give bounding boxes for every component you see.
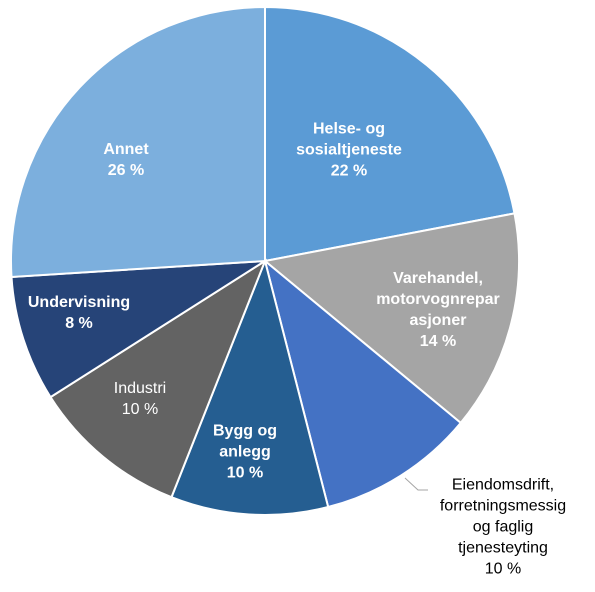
value-label: 8 % <box>65 315 93 332</box>
value-label: 14 % <box>419 333 457 350</box>
pie-slice <box>262 212 520 425</box>
pie-slice <box>49 258 268 499</box>
category-label: Industri <box>113 380 167 397</box>
slice-label: Eiendomsdrift, forretningsmessig og fagl… <box>433 475 573 580</box>
slice-label: Undervisning 8 % <box>19 292 139 334</box>
leader-line <box>404 477 428 491</box>
slice-label: Varehandel, motorvognreparasjoner 14 % <box>373 268 503 352</box>
slice-label: Industri 10 % <box>95 378 185 420</box>
category-label: Bygg og anlegg <box>213 422 277 461</box>
value-label: 26 % <box>107 162 145 179</box>
pie-slice <box>10 260 266 399</box>
pie-slice <box>170 257 330 516</box>
pie-slice <box>263 258 463 509</box>
value-label: 22 % <box>330 162 368 180</box>
category-label: Helse- og sosialtjeneste <box>296 120 402 159</box>
slice-label: Annet 26 % <box>81 139 171 181</box>
category-label: Undervisning <box>27 294 131 311</box>
slice-label: Helse- og sosialtjeneste 22 % <box>282 119 417 182</box>
value-label: 10 % <box>121 401 159 418</box>
category-label: Varehandel, motorvognreparasjoner <box>376 270 500 329</box>
value-label: 10 % <box>484 560 522 578</box>
category-label: Eiendomsdrift, forretningsmessig og fagl… <box>439 476 567 557</box>
category-label: Annet <box>103 141 149 158</box>
pie-slice <box>264 5 516 263</box>
slice-label: Bygg og anlegg 10 % <box>200 421 290 484</box>
value-label: 10 % <box>226 464 264 482</box>
pie-slice <box>10 5 266 279</box>
